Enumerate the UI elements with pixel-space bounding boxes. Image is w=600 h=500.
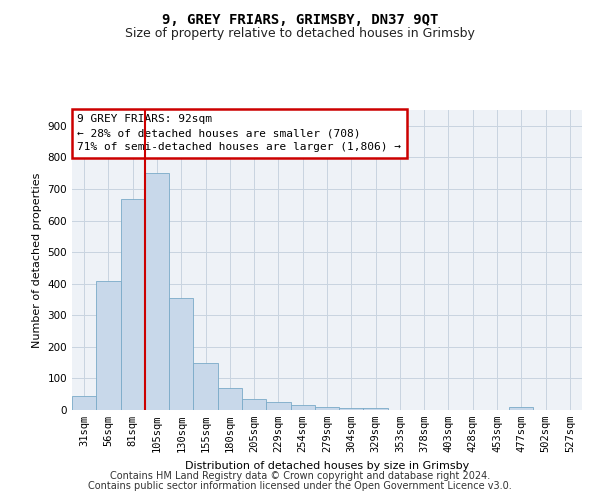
Text: 9, GREY FRIARS, GRIMSBY, DN37 9QT: 9, GREY FRIARS, GRIMSBY, DN37 9QT <box>162 12 438 26</box>
Bar <box>193 362 218 410</box>
Bar <box>266 402 290 410</box>
Bar <box>509 408 533 410</box>
X-axis label: Distribution of detached houses by size in Grimsby: Distribution of detached houses by size … <box>185 460 469 470</box>
Bar <box>218 388 242 410</box>
Text: Contains HM Land Registry data © Crown copyright and database right 2024.: Contains HM Land Registry data © Crown c… <box>110 471 490 481</box>
Text: 9 GREY FRIARS: 92sqm
← 28% of detached houses are smaller (708)
71% of semi-deta: 9 GREY FRIARS: 92sqm ← 28% of detached h… <box>77 114 401 152</box>
Y-axis label: Number of detached properties: Number of detached properties <box>32 172 42 348</box>
Bar <box>96 280 121 410</box>
Text: Size of property relative to detached houses in Grimsby: Size of property relative to detached ho… <box>125 28 475 40</box>
Text: Contains public sector information licensed under the Open Government Licence v3: Contains public sector information licen… <box>88 481 512 491</box>
Bar <box>121 199 145 410</box>
Bar <box>242 399 266 410</box>
Bar <box>315 407 339 410</box>
Bar <box>169 298 193 410</box>
Bar <box>364 408 388 410</box>
Bar <box>290 406 315 410</box>
Bar <box>339 408 364 410</box>
Bar <box>145 173 169 410</box>
Bar <box>72 396 96 410</box>
